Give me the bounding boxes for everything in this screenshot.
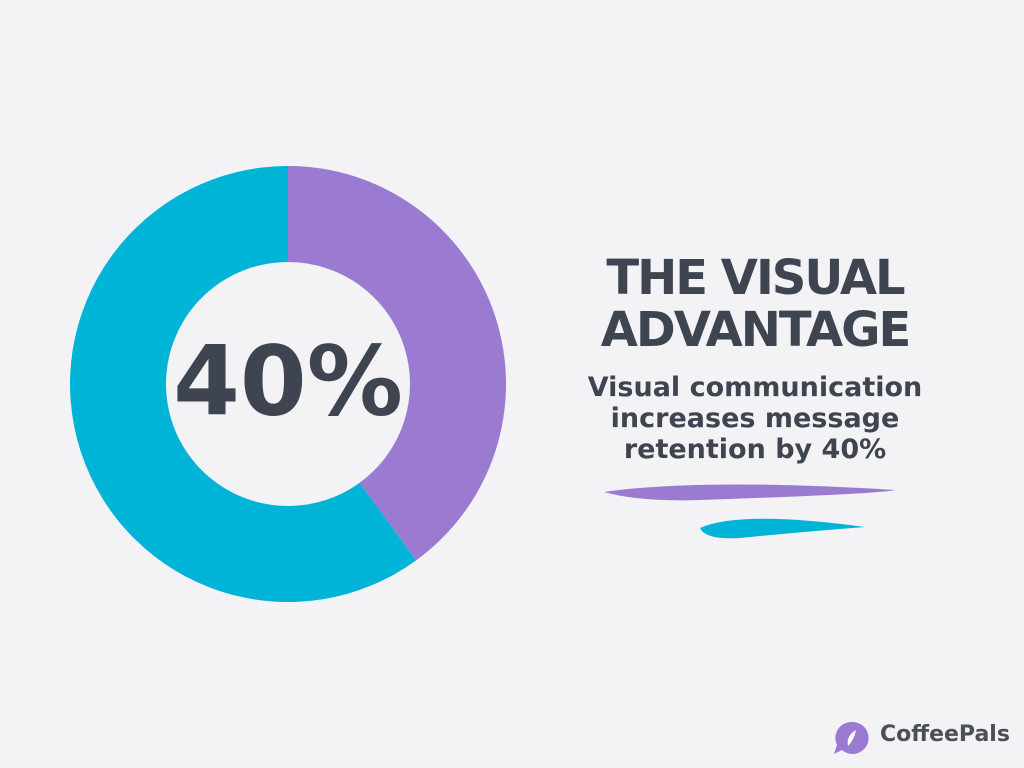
decor-stroke: [604, 484, 895, 501]
center-label: 40%: [173, 325, 403, 437]
brand-icon: [834, 721, 869, 754]
donut-slice: [69, 166, 417, 602]
decor-stroke: [700, 518, 865, 539]
brand: CoffeePals: [880, 722, 1010, 747]
donut-slice: [288, 166, 506, 561]
title: THE VISUAL ADVANTAGE: [600, 250, 912, 358]
subtitle: Visual communication increases message r…: [587, 372, 923, 465]
